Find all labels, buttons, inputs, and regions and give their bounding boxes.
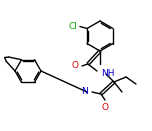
Text: O: O — [71, 61, 78, 70]
Text: NH: NH — [101, 70, 114, 78]
Text: O: O — [102, 103, 109, 112]
Text: N: N — [81, 86, 88, 95]
Text: Cl: Cl — [68, 22, 77, 31]
